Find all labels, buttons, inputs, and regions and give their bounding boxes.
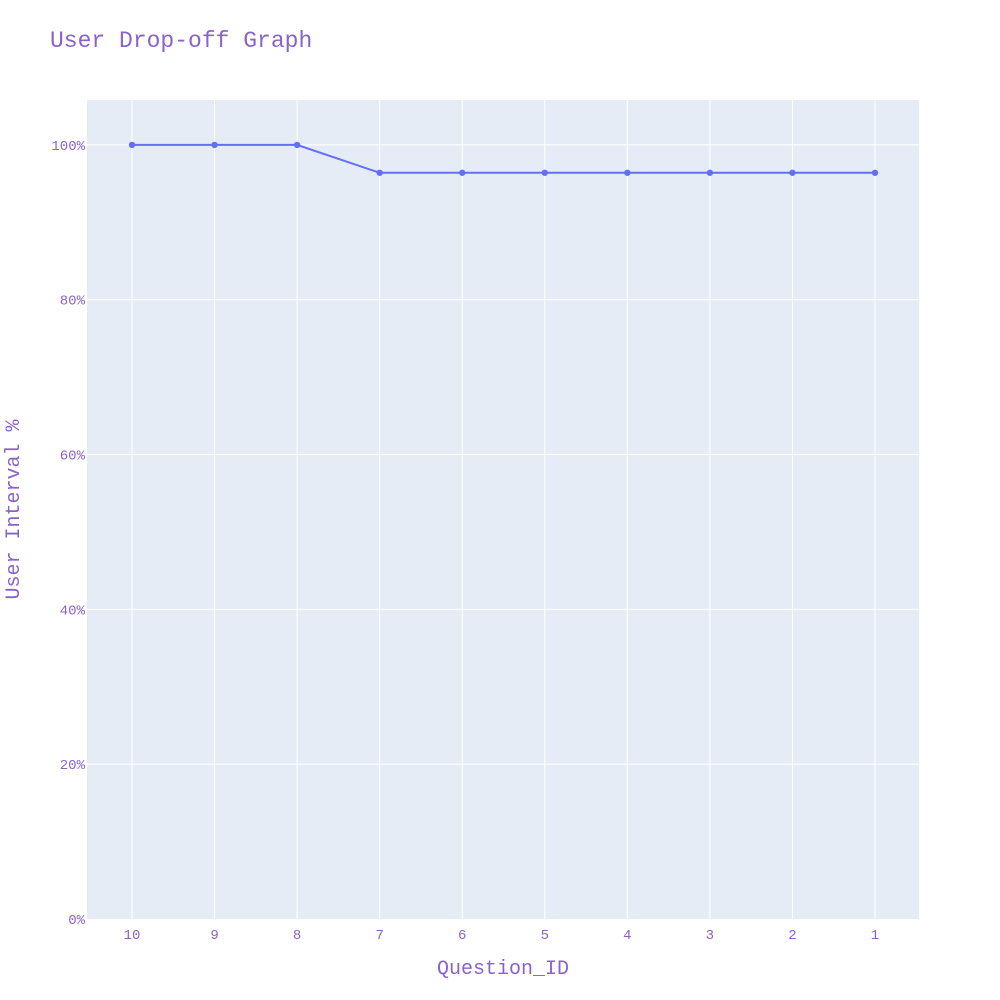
x-tick-label: 10 — [124, 928, 141, 944]
x-axis-ticks: 10 9 8 7 6 5 4 3 2 1 — [124, 928, 880, 944]
x-tick-label: 7 — [375, 928, 383, 944]
y-axis-title: User Interval % — [3, 418, 26, 599]
data-point — [459, 169, 466, 176]
y-axis-ticks: 0% 20% 40% 60% 80% 100% — [51, 139, 85, 929]
chart-title: User Drop-off Graph — [50, 28, 313, 54]
data-point — [541, 169, 548, 176]
y-tick-label: 100% — [51, 139, 85, 155]
y-tick-label: 0% — [68, 913, 85, 929]
data-point — [789, 169, 796, 176]
y-tick-label: 20% — [60, 758, 86, 774]
data-point — [871, 169, 879, 176]
y-gridlines — [87, 144, 919, 765]
x-tick-label: 1 — [871, 928, 879, 944]
data-point — [293, 141, 301, 149]
y-tick-label: 60% — [60, 449, 86, 465]
y-tick-label: 40% — [60, 603, 86, 619]
data-point — [624, 169, 631, 176]
x-axis-title: Question_ID — [437, 958, 569, 981]
series-layer — [128, 141, 879, 176]
data-point — [128, 141, 136, 149]
x-tick-label: 3 — [706, 928, 714, 944]
plot-area — [87, 100, 919, 919]
x-gridlines — [131, 100, 876, 919]
series-line — [132, 143, 875, 174]
x-tick-label: 5 — [541, 928, 549, 944]
data-point — [211, 141, 218, 149]
data-point — [706, 169, 714, 176]
x-tick-label: 8 — [293, 928, 301, 944]
x-tick-label: 4 — [623, 928, 631, 944]
x-tick-label: 6 — [458, 928, 466, 944]
data-point — [376, 169, 383, 176]
y-tick-label: 80% — [60, 294, 86, 310]
x-tick-label: 9 — [210, 928, 218, 944]
x-tick-label: 2 — [788, 928, 796, 944]
